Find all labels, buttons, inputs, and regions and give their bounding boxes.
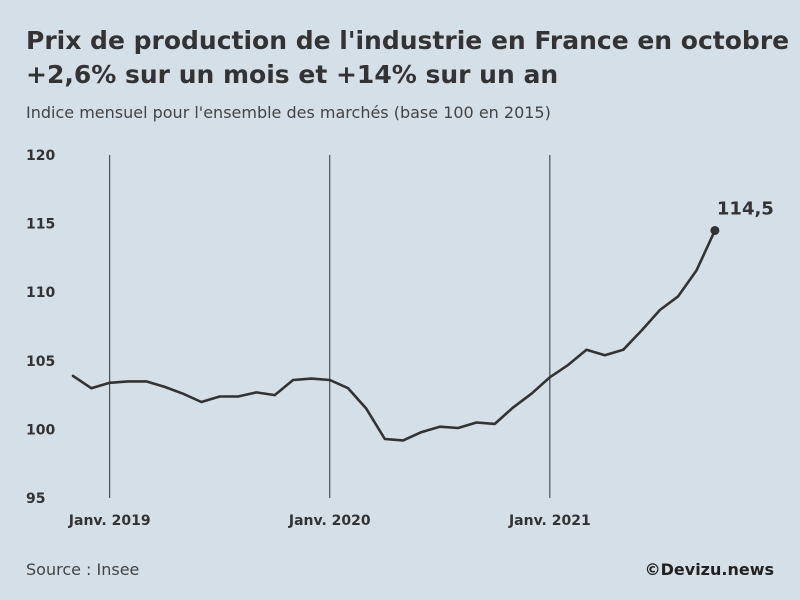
y-tick-label-105: 105 bbox=[26, 354, 55, 370]
y-tick-label-110: 110 bbox=[26, 285, 55, 301]
y-tick-label-100: 100 bbox=[26, 422, 55, 438]
x-tick-label-1: Janv. 2019 bbox=[68, 513, 151, 529]
credit-note: ©Devizu.news bbox=[644, 560, 774, 579]
x-tick-label-2: Janv. 2020 bbox=[288, 513, 371, 529]
y-tick-label-95: 95 bbox=[26, 491, 45, 507]
x-tick-label-3: Janv. 2021 bbox=[508, 513, 591, 529]
last-value-label: 114,5 bbox=[717, 198, 774, 219]
series-line bbox=[71, 229, 717, 442]
chart-title: Prix de production de l'industrie en Fra… bbox=[26, 24, 800, 92]
chart-subtitle: Indice mensuel pour l'ensemble des march… bbox=[26, 103, 551, 122]
y-tick-label-115: 115 bbox=[26, 217, 55, 233]
chart-title-line-2: +2,6% sur un mois et +14% sur un an bbox=[26, 60, 559, 89]
chart-title-line-1: Prix de production de l'industrie en Fra… bbox=[26, 26, 800, 55]
last-value-marker bbox=[710, 225, 720, 235]
y-tick-label-120: 120 bbox=[26, 148, 55, 164]
source-note: Source : Insee bbox=[26, 560, 140, 579]
